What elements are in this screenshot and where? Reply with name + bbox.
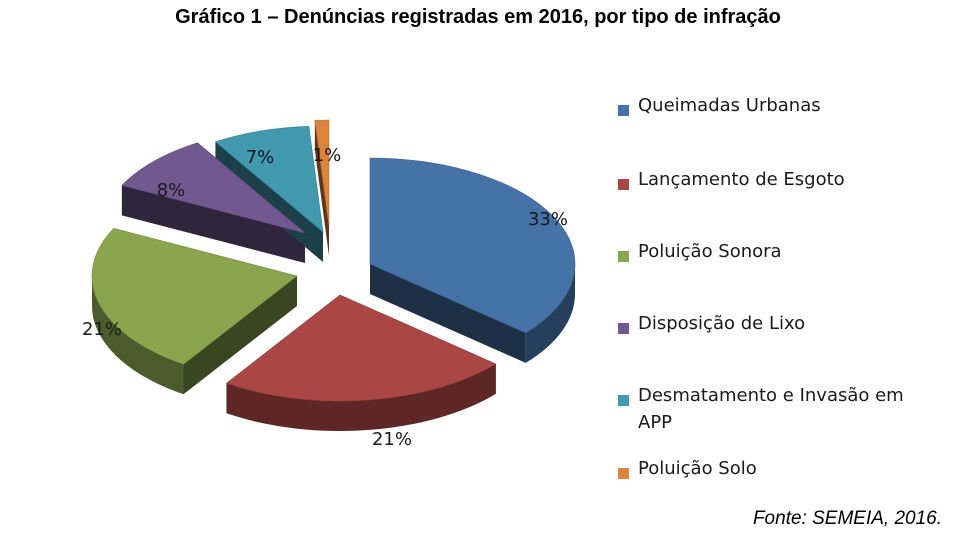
legend-label: Desmatamento e Invasão em APP — [638, 385, 904, 433]
legend-label: Poluição Sonora — [638, 241, 782, 262]
legend-label: Disposição de Lixo — [638, 313, 806, 334]
pie-slice-poluicao-solo — [314, 119, 330, 227]
pie-wall — [183, 276, 297, 395]
data-label-disposicao-de-lixo: 8% — [157, 180, 186, 201]
legend-label: Queimadas Urbanas — [638, 95, 821, 116]
pie-outer-wall — [525, 264, 575, 363]
pie-wall — [215, 141, 323, 262]
data-label-desmatamento-e-invasao-em-app: 7% — [246, 147, 275, 168]
legend-label: Poluição Solo — [638, 458, 757, 479]
data-label-lancamento-de-esgoto: 21% — [372, 429, 412, 450]
pie-wall — [314, 120, 329, 257]
legend-swatch — [618, 105, 629, 116]
data-label-poluicao-solo: 1% — [313, 145, 342, 166]
pie-slice-lancamento-de-esgoto — [225, 294, 497, 402]
legend-swatch — [618, 468, 629, 479]
pie-wall — [370, 264, 526, 363]
chart-title: Gráfico 1 – Denúncias registradas em 201… — [175, 6, 781, 28]
pie-outer-wall — [92, 276, 184, 395]
data-label-queimadas-urbanas: 33% — [528, 209, 568, 230]
pie-top-group — [91, 119, 576, 402]
pie-slice-poluicao-sonora — [91, 228, 298, 365]
pie-wall — [121, 185, 305, 263]
source-note: Fonte: SEMEIA, 2016. — [752, 508, 942, 529]
legend-label: Lançamento de Esgoto — [638, 169, 845, 190]
legend-swatch — [618, 323, 629, 334]
pie-slice-queimadas-urbanas — [369, 157, 576, 334]
pie-slice-desmatamento-e-invasao-em-app — [214, 125, 324, 233]
pie-outer-wall — [226, 363, 496, 431]
data-label-poluicao-sonora: 21% — [82, 319, 122, 340]
legend-swatch — [618, 395, 629, 406]
legend-swatch — [618, 251, 629, 262]
legend-swatch — [618, 179, 629, 190]
pie-slice-disposicao-de-lixo — [121, 142, 306, 234]
